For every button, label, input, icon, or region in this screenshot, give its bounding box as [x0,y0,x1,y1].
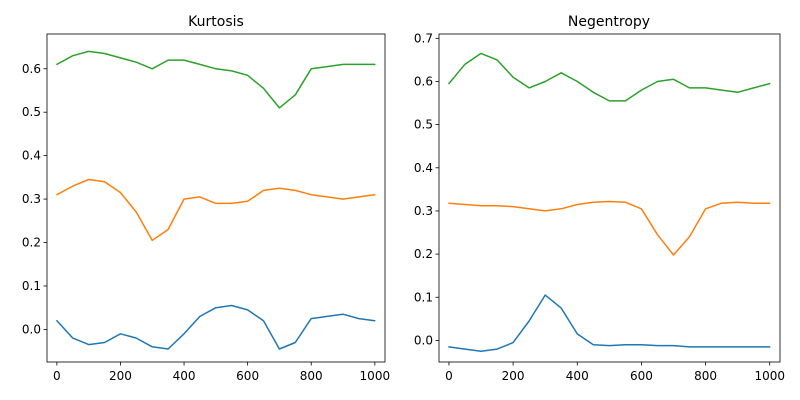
negentropy-y-tick-label: 0.0 [414,333,433,347]
negentropy-series-1-line [448,200,771,256]
negentropy-x-tick-label: 1000 [754,369,785,383]
negentropy-y-tick-label: 0.3 [414,204,433,218]
kurtosis-y-tick-label: 0.5 [22,105,41,119]
kurtosis-x-tick-label: 200 [109,369,132,383]
kurtosis-x-tick-label: 1000 [360,369,391,383]
negentropy-axes-frame [438,33,781,363]
kurtosis-y-tick-label: 0.4 [22,149,41,163]
kurtosis-series-2-line [56,50,376,109]
negentropy-x-tick-label: 800 [694,369,717,383]
kurtosis-panel: Kurtosis 0 200 400 600 800 1000 0.0 0.1 0.2 0.3 0.… [22,14,390,383]
kurtosis-y-tick-label: 0.3 [22,192,41,206]
negentropy-series-0-line [448,294,771,352]
negentropy-y-tick-label: 0.7 [414,31,433,45]
kurtosis-x-tick-label: 600 [236,369,259,383]
kurtosis-y-tick-label: 0.0 [22,322,41,336]
negentropy-y-tick-label: 0.5 [414,118,433,132]
negentropy-x-tick-label: 600 [630,369,653,383]
kurtosis-x-tick-label: 800 [300,369,323,383]
negentropy-series-2-line [448,52,771,102]
negentropy-y-tick-label: 0.1 [414,290,433,304]
negentropy-y-tick-label: 0.4 [414,161,433,175]
negentropy-y-tick-label: 0.2 [414,247,433,261]
kurtosis-title: Kurtosis [188,14,244,30]
kurtosis-axes-frame [46,33,386,363]
kurtosis-x-tick-label: 400 [173,369,196,383]
kurtosis-y-tick-label: 0.6 [22,62,41,76]
negentropy-panel: Negentropy 0 200 400 600 800 1000 0.0 0.1 0.2 0.3… [414,14,785,383]
negentropy-y-tick-label: 0.6 [414,74,433,88]
kurtosis-y-tick-label: 0.2 [22,236,41,250]
negentropy-title: Negentropy [568,14,650,30]
negentropy-x-tick-label: 200 [502,369,525,383]
kurtosis-x-tick-label: 0 [53,369,61,383]
kurtosis-series-0-line [56,304,376,350]
kurtosis-y-tick-label: 0.1 [22,279,41,293]
negentropy-x-tick-label: 400 [566,369,589,383]
kurtosis-series-1-line [56,178,376,242]
negentropy-x-tick-label: 0 [445,369,453,383]
